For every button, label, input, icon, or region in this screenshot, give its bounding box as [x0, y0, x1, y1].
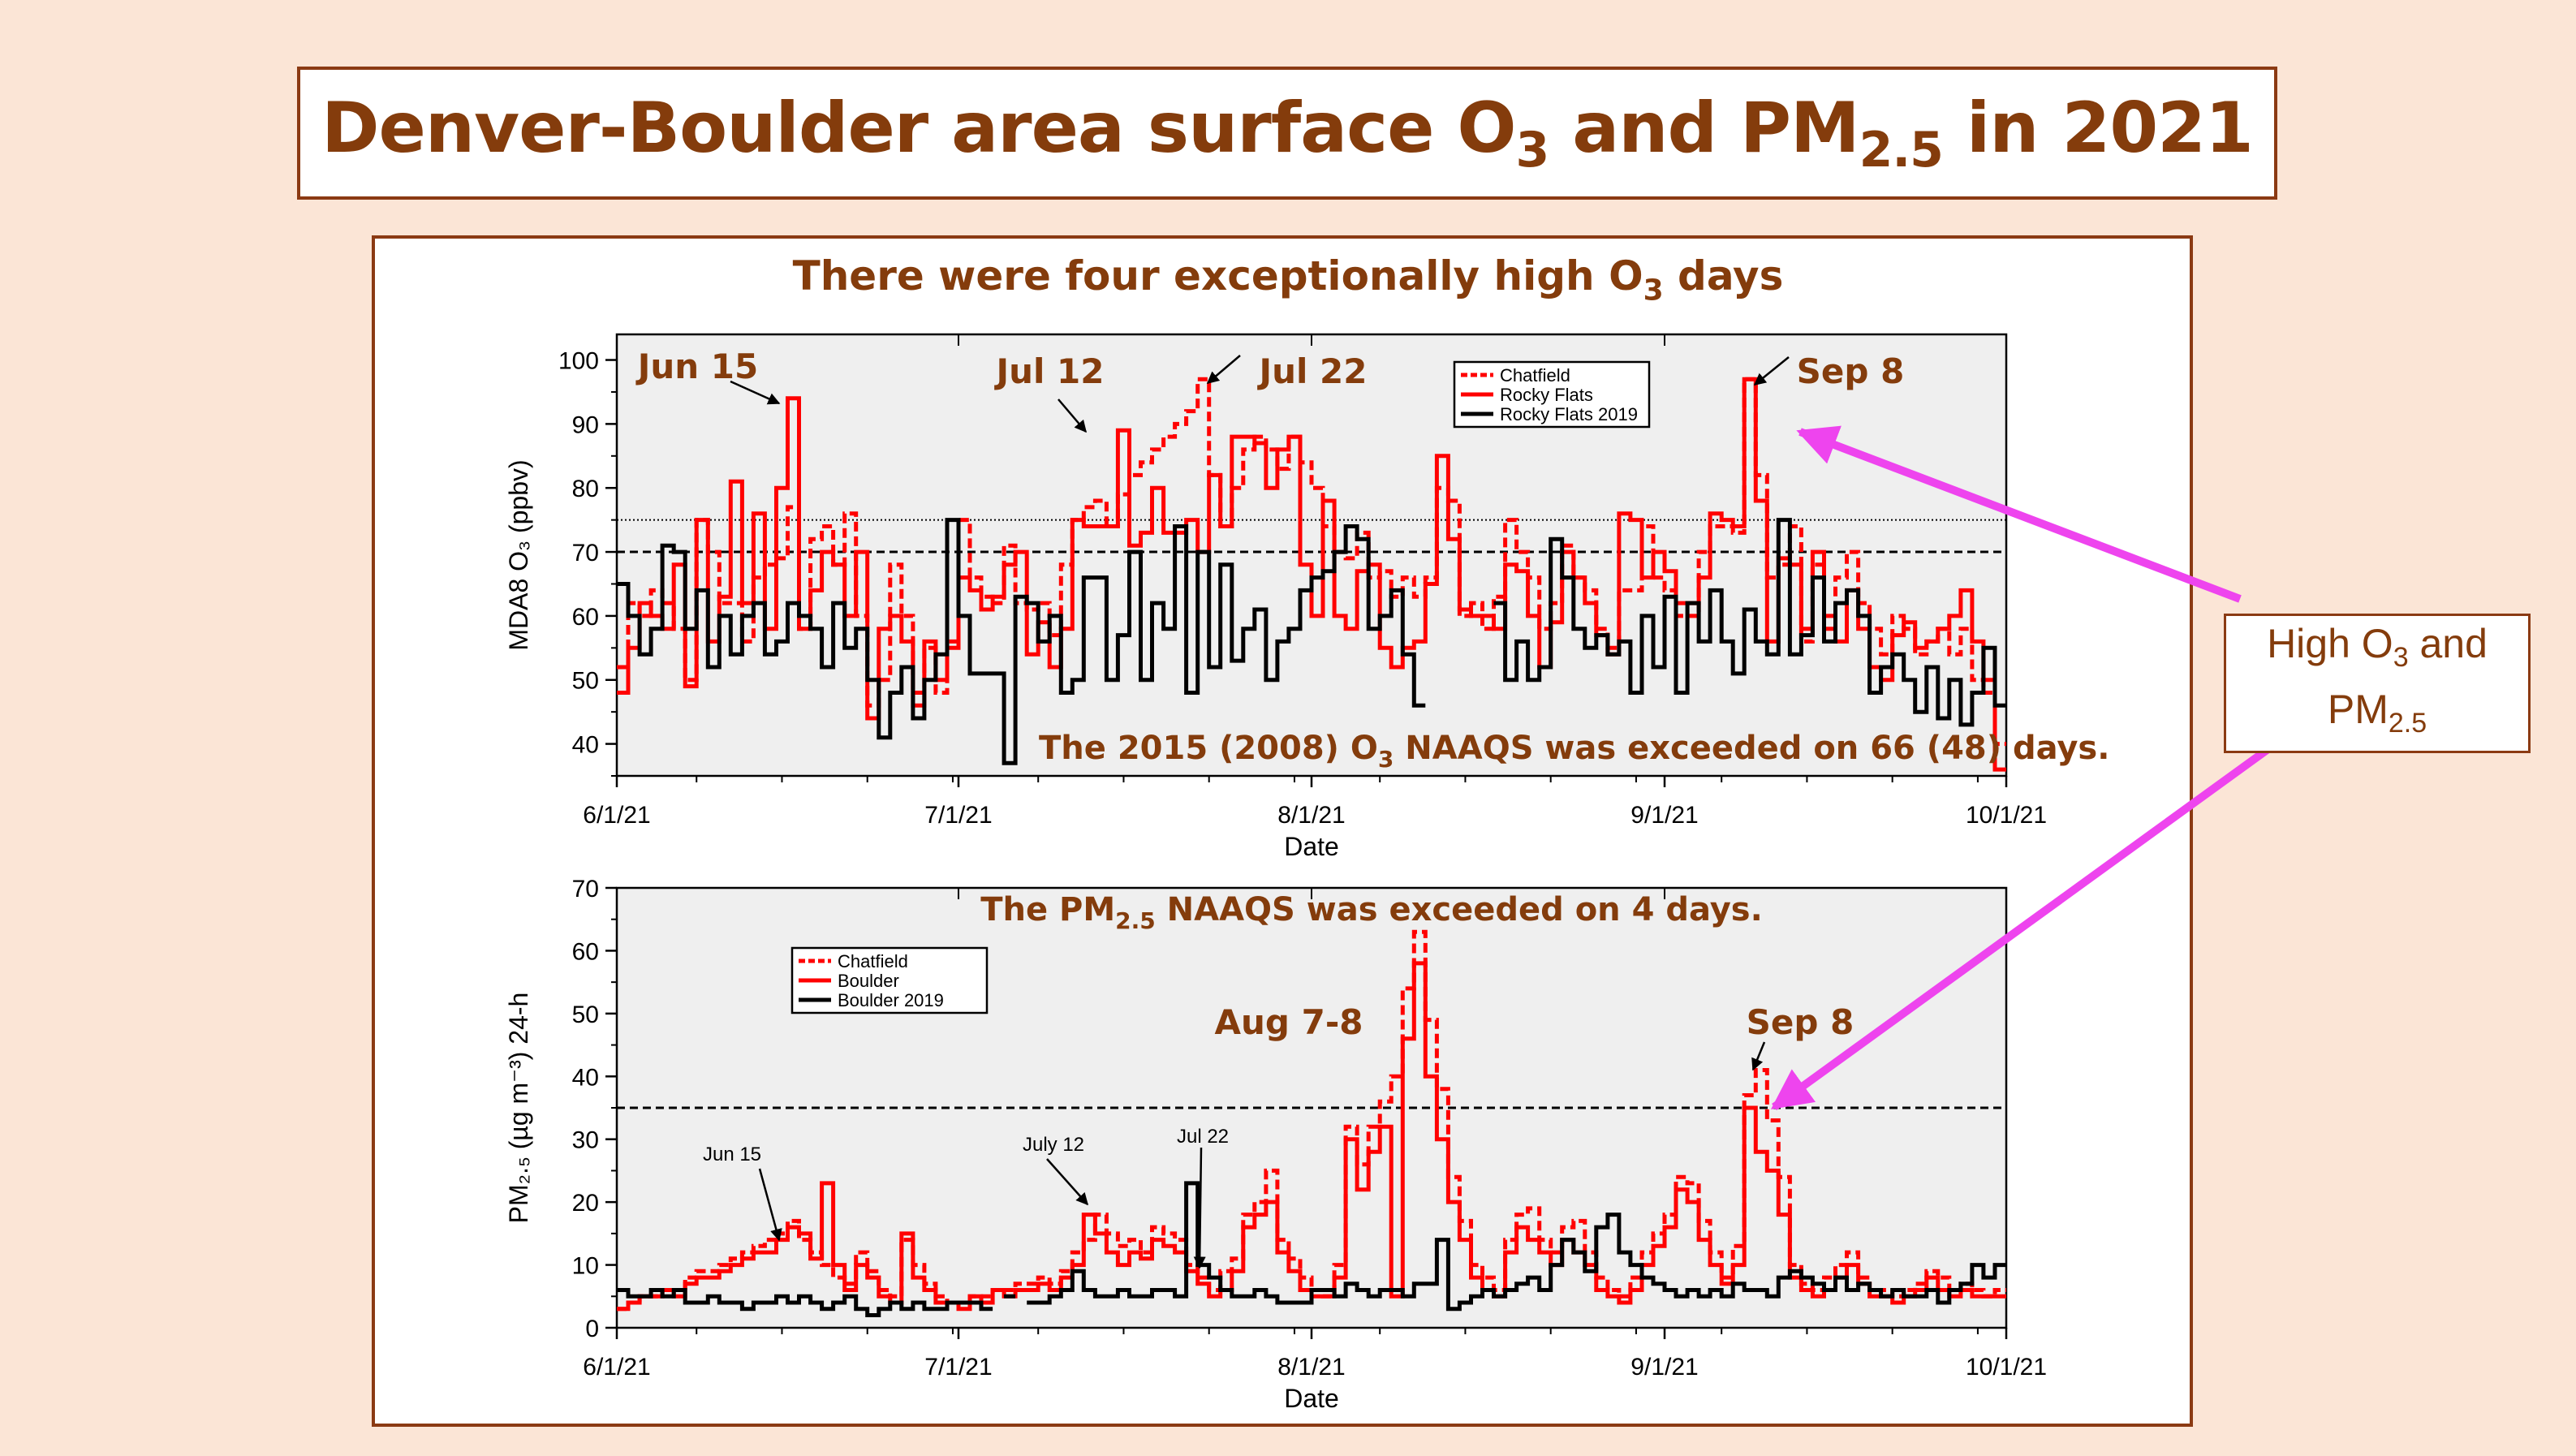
x-tick-label: 9/1/21 [1630, 1354, 1698, 1381]
annotation-label: Jul 12 [994, 351, 1105, 391]
o3-chart: 40 50 60 70 80 90 100 6/1/21 7/1/21 8/1/21 9/1/21 1… [504, 252, 2109, 861]
annotation-label: Aug 7-8 [1215, 1002, 1363, 1042]
x-axis-label: Date [1284, 832, 1339, 861]
annotation-arrow [1046, 1158, 1088, 1206]
y-tick-label: 40 [572, 1064, 599, 1091]
callout-text: PM [2327, 687, 2389, 732]
chart-title-part: The PM [980, 891, 1115, 928]
annotation-label: Sep 8 [1797, 351, 1905, 391]
series-line-rocky-flats-2019 [617, 518, 2006, 765]
chart-title: There were four exceptionally high O3 da… [793, 252, 1784, 308]
annotation-label: July 12 [1023, 1134, 1084, 1156]
annotation-arrow [1753, 356, 1790, 386]
annotation-arrow [1206, 355, 1241, 384]
y-tick-label: 40 [572, 732, 599, 759]
plot-area [615, 333, 2008, 778]
callout-subscript: 3 [2393, 642, 2409, 673]
page-title: Denver-Boulder area surface O3 and PM2.5… [321, 87, 2254, 179]
y-tick-label: 20 [572, 1190, 599, 1217]
series-line-chatfield [617, 377, 2006, 747]
callout-box: High O3 and PM2.5 [2224, 614, 2531, 753]
y-tick-label: 50 [572, 1002, 599, 1028]
x-tick-label: 8/1/21 [1277, 1354, 1345, 1381]
callout-line-2: PM2.5 [2328, 683, 2427, 749]
title-part: and PM [1549, 87, 1859, 169]
chart-note: The 2015 (2008) O3 NAAQS was exceeded on… [1039, 730, 2109, 773]
title-subscript: 2.5 [1859, 122, 1944, 179]
callout-arrow-pm25 [1770, 744, 2272, 1111]
legend-label: Chatfield [1500, 365, 1570, 386]
x-tick-label: 6/1/21 [583, 1354, 650, 1381]
annotation-arrow [758, 1168, 782, 1242]
legend-label: Rocky Flats 2019 [1500, 404, 1638, 424]
y-tick-label: 90 [572, 411, 599, 438]
annotation-arrow [1193, 1147, 1206, 1269]
title-part: in 2021 [1942, 87, 2254, 169]
callout-arrow-o3 [1796, 425, 2242, 603]
x-tick-label: 10/1/21 [1966, 1354, 2047, 1381]
legend-label: Boulder 2019 [838, 990, 944, 1010]
y-tick-label: 80 [572, 476, 599, 502]
legend-label: Chatfield [838, 951, 908, 971]
annotation-arrow [730, 380, 781, 405]
y-tick-label: 50 [572, 668, 599, 695]
x-tick-label: 7/1/21 [924, 1354, 992, 1381]
pm25-chart: 0 10 20 30 40 50 60 70 6/1/21 7/1/21 8/1/21 9/1/21 1… [504, 876, 2047, 1413]
chart-title-part: There were four exceptionally high O [793, 252, 1643, 299]
chart-title-sub: 2.5 [1115, 907, 1156, 934]
chart-note-sub: 3 [1378, 746, 1394, 773]
title-part: Denver-Boulder area surface O [321, 87, 1516, 169]
y-tick-label: 30 [572, 1127, 599, 1154]
chart-note-part: The 2015 (2008) O [1039, 730, 1378, 767]
y-tick-label: 60 [572, 938, 599, 965]
chart-title-part: NAAQS was exceeded on 4 days. [1156, 891, 1763, 928]
y-tick-label: 70 [572, 540, 599, 566]
legend-label: Rocky Flats [1500, 385, 1593, 405]
annotation-label: Sep 8 [1747, 1002, 1854, 1042]
y-axis-label: MDA8 O₃ (ppbv) [504, 459, 533, 650]
chart-title: The PM2.5 NAAQS was exceeded on 4 days. [980, 891, 1763, 934]
title-subscript: 3 [1515, 122, 1550, 179]
x-tick-label: 6/1/21 [583, 802, 650, 829]
y-tick-label: 10 [572, 1253, 599, 1280]
x-tick-label: 7/1/21 [924, 802, 992, 829]
callout-line-1: High O3 and [2267, 618, 2488, 683]
annotation-label: Jul 22 [1177, 1126, 1229, 1148]
chart-title-sub: 3 [1643, 274, 1664, 308]
y-tick-label: 0 [585, 1316, 599, 1342]
x-axis-label: Date [1284, 1384, 1339, 1413]
chart-note-part: NAAQS was exceeded on 66 (48) days. [1394, 730, 2109, 767]
y-axis-label: PM₂.₅ (µg m⁻³) 24-h [504, 993, 533, 1224]
annotation-label: Jun 15 [703, 1144, 761, 1165]
annotation-label: Jun 15 [635, 347, 759, 386]
y-tick-label: 60 [572, 604, 599, 631]
annotation-label: Jul 22 [1257, 351, 1368, 391]
title-box: Denver-Boulder area surface O3 and PM2.5… [297, 67, 2277, 200]
y-tick-label: 100 [558, 348, 599, 375]
x-tick-label: 10/1/21 [1966, 802, 2047, 829]
callout-subscript: 2.5 [2388, 708, 2427, 739]
callout-arrows [1770, 425, 2272, 1111]
annotation-arrow [1058, 398, 1087, 433]
chart-title-part: days [1664, 252, 1784, 299]
callout-text: High O [2267, 621, 2393, 666]
annotation-arrow [1751, 1041, 1766, 1071]
callout-text: and [2408, 621, 2488, 666]
legend-label: Boulder [838, 971, 899, 991]
x-tick-label: 9/1/21 [1630, 802, 1698, 829]
y-tick-label: 70 [572, 876, 599, 902]
x-tick-label: 8/1/21 [1277, 802, 1345, 829]
